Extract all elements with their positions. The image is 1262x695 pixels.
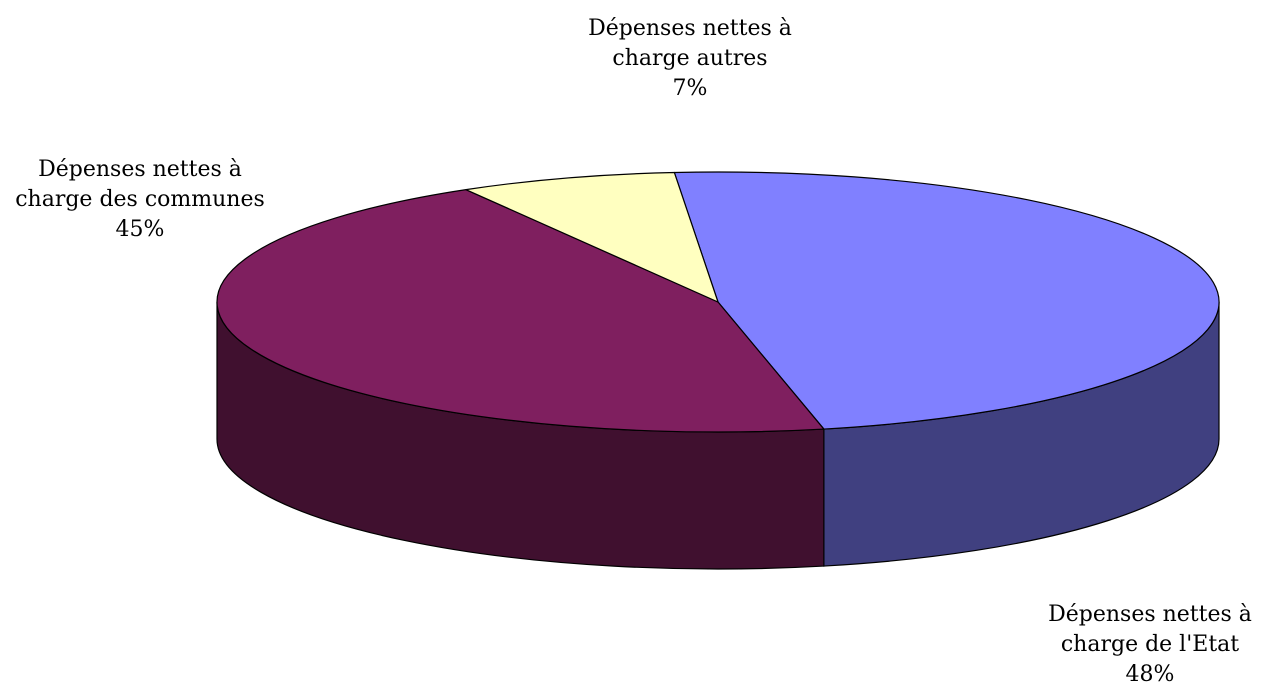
slice-label-etat-line1: Dépenses nettes à	[1048, 602, 1252, 627]
slice-label-communes: Dépenses nettes à charge des communes 45…	[0, 155, 290, 245]
slice-label-etat-percent: 48%	[1125, 662, 1175, 687]
pie-slice-communes	[216, 189, 825, 433]
slice-label-communes-percent: 45%	[115, 217, 165, 242]
pie-slice-letat	[673, 171, 1220, 430]
slice-label-etat-line2: charge de l'Etat	[1060, 632, 1240, 657]
slice-label-autres-percent: 7%	[672, 76, 708, 101]
slice-label-etat: Dépenses nettes à charge de l'Etat 48%	[1000, 600, 1262, 690]
slice-label-communes-line2: charge des communes	[15, 187, 265, 212]
slice-label-autres-line1: Dépenses nettes à	[588, 16, 792, 41]
slice-label-autres: Dépenses nettes à charge autres 7%	[540, 14, 840, 104]
slice-label-autres-line2: charge autres	[612, 46, 768, 71]
slice-label-communes-line1: Dépenses nettes à	[38, 157, 242, 182]
pie-top-faces	[216, 171, 1220, 433]
pie-slice-autres	[465, 171, 719, 303]
